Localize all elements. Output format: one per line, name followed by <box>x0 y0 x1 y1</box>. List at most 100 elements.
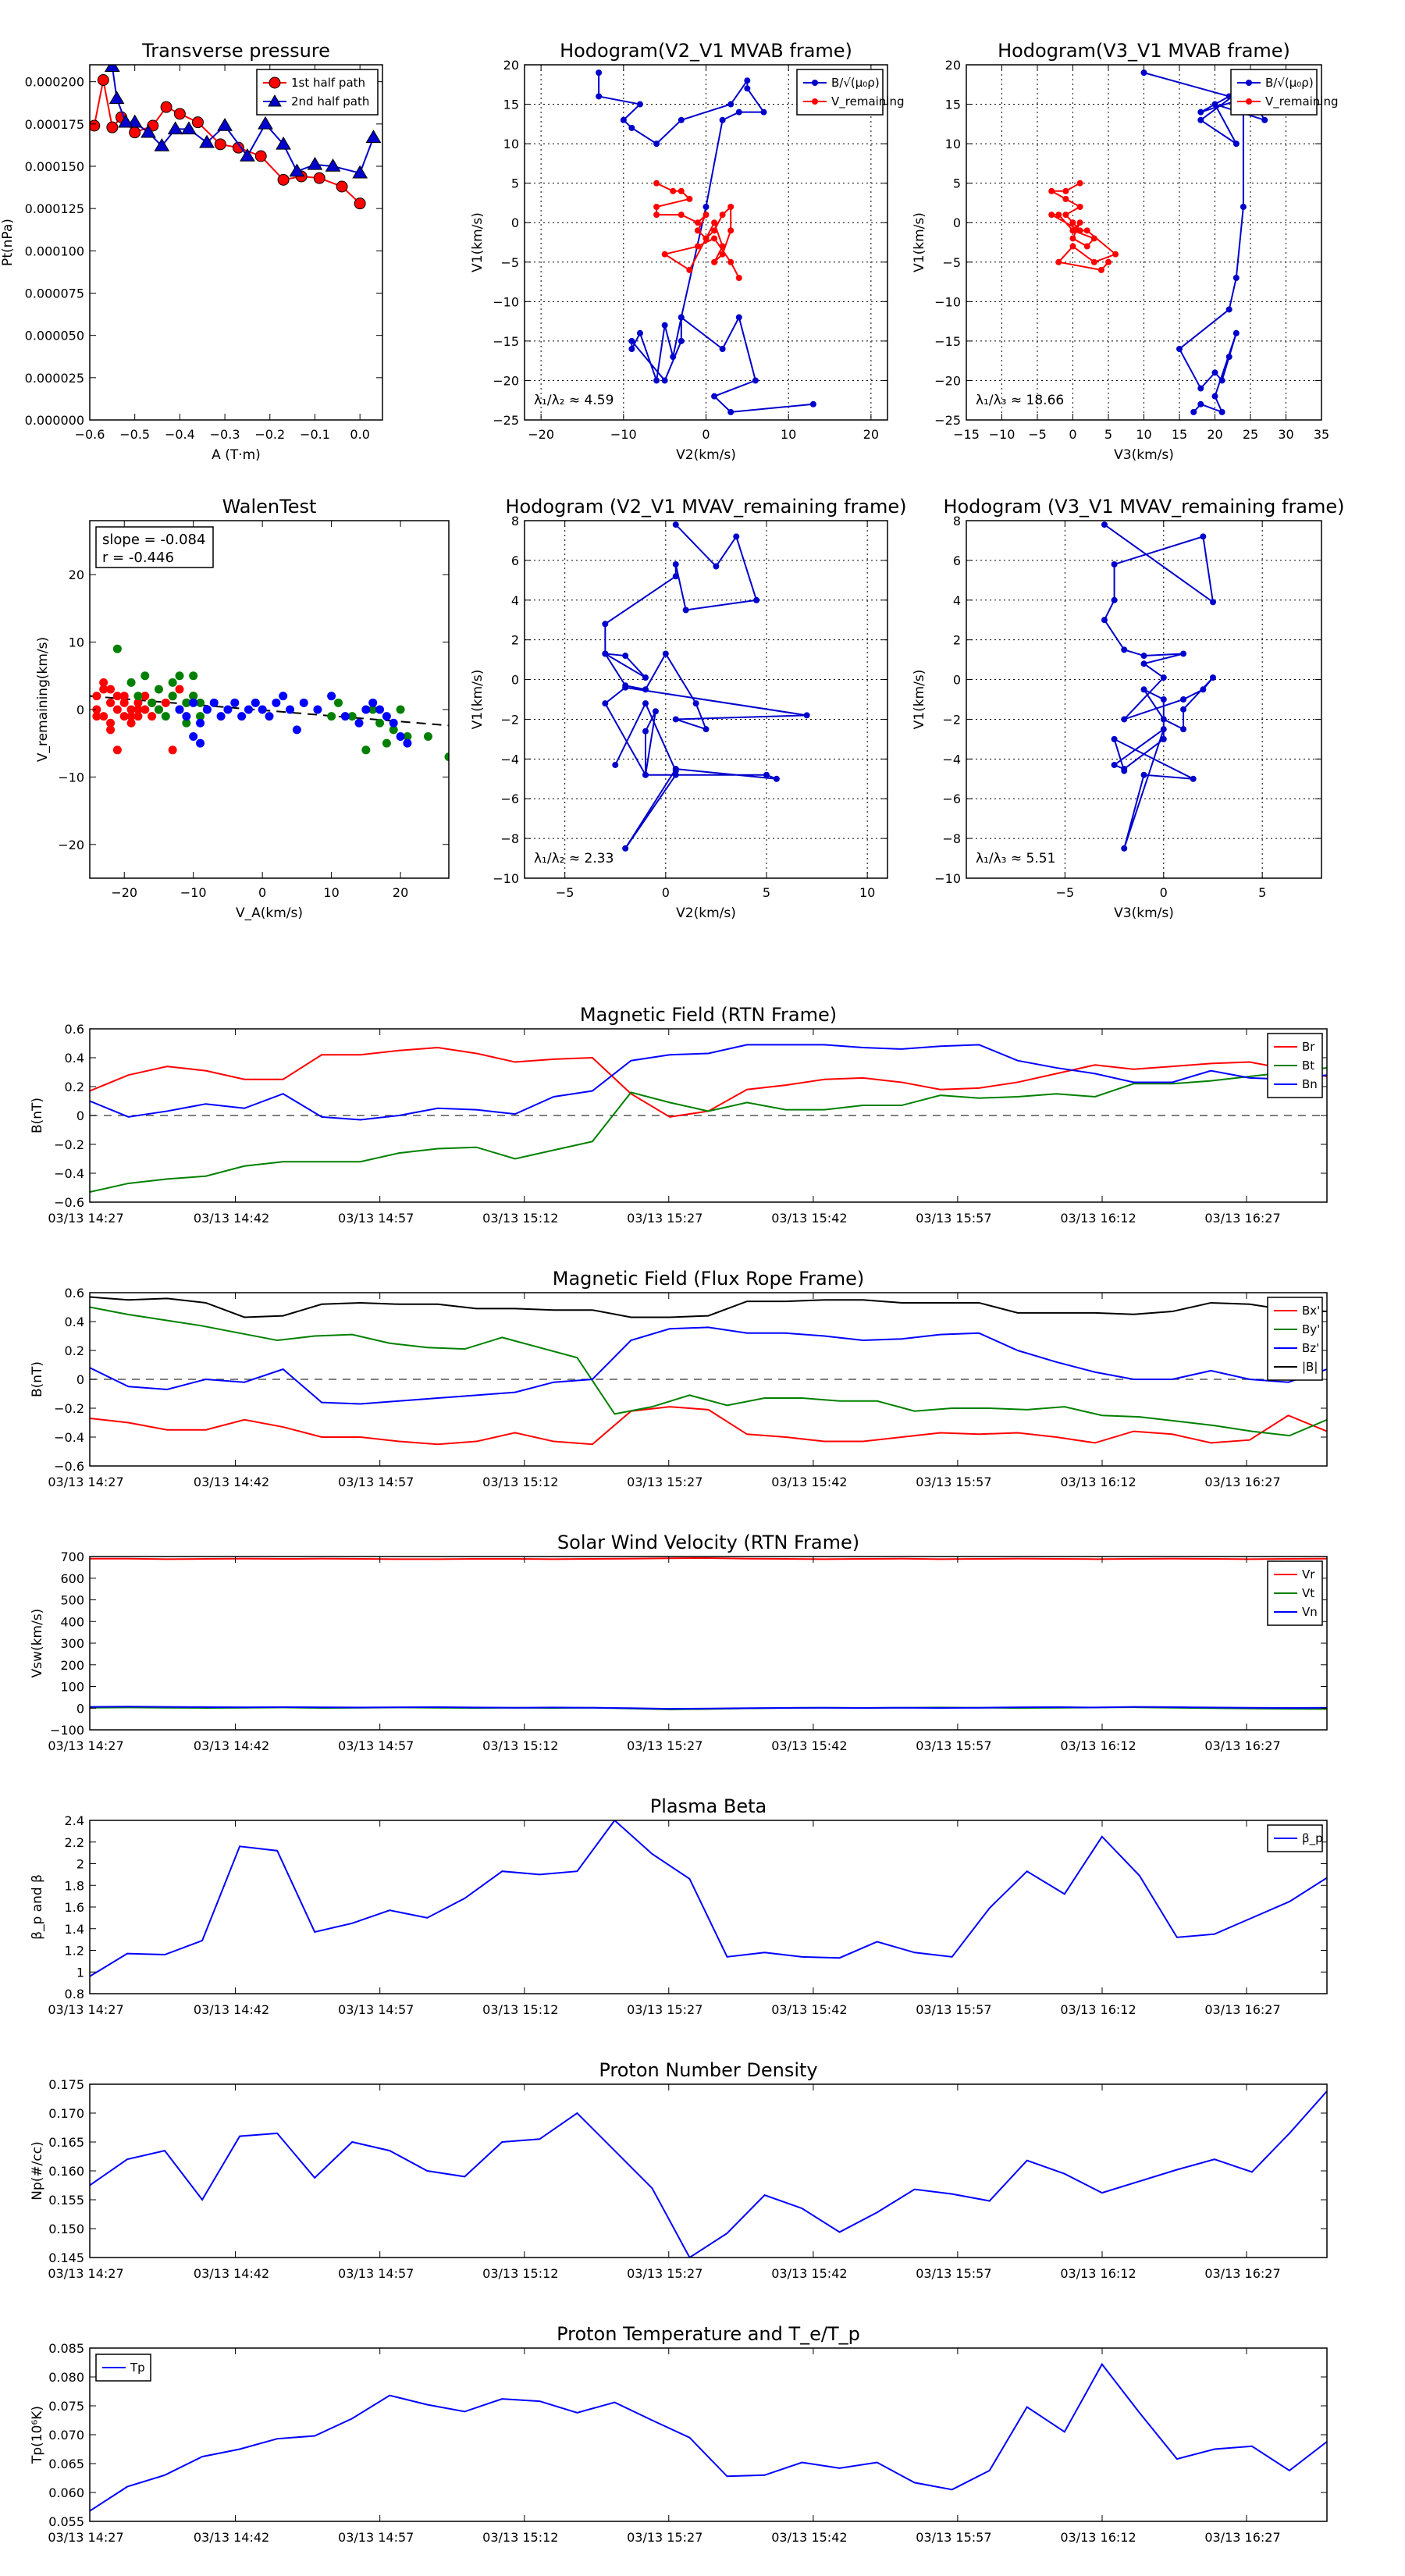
y-tick-label: −10 <box>58 770 84 785</box>
data-point <box>403 738 412 748</box>
data-point <box>1101 617 1108 624</box>
data-point <box>272 698 281 707</box>
chart-panel-10: Proton Number Density 0.145 0.150 0.155 0.16… <box>30 2059 1328 2281</box>
data-point <box>1062 212 1069 219</box>
x-tick-label: 20 <box>863 427 879 442</box>
x-tick-label: 03/13 14:57 <box>338 1211 414 1226</box>
y-tick-label: −25 <box>493 413 519 428</box>
data-point <box>682 607 689 614</box>
plot-area <box>90 2362 1327 2512</box>
data-point <box>99 678 108 687</box>
data-point <box>1180 696 1187 703</box>
data-point <box>161 712 170 721</box>
data-point <box>735 275 742 281</box>
data-point <box>382 712 391 721</box>
legend-marker <box>269 76 281 89</box>
y-tick-label: 0.000150 <box>25 159 84 174</box>
data-point <box>154 705 163 714</box>
data-point <box>209 698 219 707</box>
x-tick-label: 03/13 15:57 <box>916 1475 991 1489</box>
data-point <box>1211 369 1218 376</box>
data-point <box>289 163 305 177</box>
y-tick-label: 0.165 <box>48 2135 84 2150</box>
x-tick-label: 03/13 15:57 <box>916 2530 991 2545</box>
legend-entry: 1st half path <box>291 76 365 90</box>
data-point <box>368 705 378 714</box>
y-tick-label: 6 <box>511 553 519 568</box>
data-point <box>727 408 735 415</box>
data-point <box>733 533 740 540</box>
data-point <box>809 400 816 407</box>
y-tick-label: −2 <box>942 712 961 727</box>
data-point <box>196 712 205 721</box>
x-tick-label: 03/13 15:57 <box>916 1738 991 1753</box>
y-tick-label: 0 <box>76 1108 84 1123</box>
data-point <box>1083 227 1090 234</box>
y-tick-label: 0.155 <box>48 2193 84 2208</box>
data-point <box>133 698 143 707</box>
data-point <box>126 705 136 714</box>
plot-area <box>90 65 382 210</box>
data-point <box>327 692 336 701</box>
data-point <box>1048 187 1055 194</box>
y-axis-label: V1(km/s) <box>470 670 486 730</box>
data-point <box>1218 408 1225 415</box>
data-point <box>240 148 255 162</box>
data-point <box>1111 761 1118 768</box>
x-tick-label: 5 <box>1258 885 1266 900</box>
data-point <box>375 718 385 728</box>
data-point <box>112 745 122 755</box>
x-tick-label: −0.6 <box>75 427 105 442</box>
data-point <box>719 243 726 250</box>
series-line-0 <box>90 2362 1327 2512</box>
x-tick-label: 15 <box>1172 427 1187 442</box>
data-point <box>1062 187 1069 194</box>
x-axis-label: V_A(km/s) <box>236 906 303 921</box>
y-tick-label: 1.4 <box>65 1922 84 1937</box>
data-point <box>106 121 119 133</box>
data-point <box>126 718 136 728</box>
x-tick-label: 03/13 16:27 <box>1204 2530 1280 2545</box>
data-point <box>672 716 679 723</box>
chart-title: Magnetic Field (Flux Rope Frame) <box>553 1268 864 1290</box>
x-tick-label: 03/13 16:12 <box>1060 1738 1136 1753</box>
y-tick-label: 300 <box>60 1636 84 1651</box>
x-tick-label: 03/13 16:27 <box>1204 2002 1280 2017</box>
data-point <box>106 698 116 707</box>
data-point <box>1069 227 1076 234</box>
data-point <box>133 712 143 721</box>
data-point <box>711 219 718 226</box>
data-point <box>661 322 668 329</box>
chart-panel-4: Hodogram (V2_V1 MVAV_remaining frame) −10… <box>470 496 907 921</box>
x-tick-label: 03/13 16:12 <box>1060 1211 1136 1226</box>
legend-entry: B/√(μ₀ρ) <box>831 76 880 90</box>
data-point <box>1225 306 1232 313</box>
axes-frame <box>89 1556 1328 1731</box>
data-point <box>1160 716 1167 723</box>
data-point <box>347 712 357 721</box>
data-point <box>1211 393 1218 400</box>
data-point <box>119 692 129 701</box>
data-point <box>244 705 253 714</box>
data-point <box>254 150 267 162</box>
data-point <box>325 158 341 172</box>
data-point <box>773 775 780 782</box>
chart-title: Hodogram (V2_V1 MVAV_remaining frame) <box>505 496 906 518</box>
y-tick-label: 1 <box>76 1965 84 1980</box>
legend-entry: |B| <box>1302 1360 1318 1374</box>
y-tick-label: 2 <box>953 633 961 648</box>
x-tick-label: 03/13 15:42 <box>771 2266 847 2281</box>
data-point <box>189 692 198 701</box>
chart-title: Solar Wind Velocity (RTN Frame) <box>557 1532 859 1553</box>
data-point <box>196 698 205 707</box>
plot-area <box>90 1044 1327 1194</box>
data-point <box>1111 596 1118 603</box>
data-point <box>727 227 735 234</box>
x-tick-label: 03/13 16:12 <box>1060 2530 1136 2545</box>
series-line-0 <box>604 524 807 849</box>
x-tick-label: 03/13 15:12 <box>482 1738 558 1753</box>
data-point <box>1190 775 1197 782</box>
data-point <box>622 684 629 691</box>
data-point <box>672 767 679 774</box>
data-point <box>354 197 366 210</box>
